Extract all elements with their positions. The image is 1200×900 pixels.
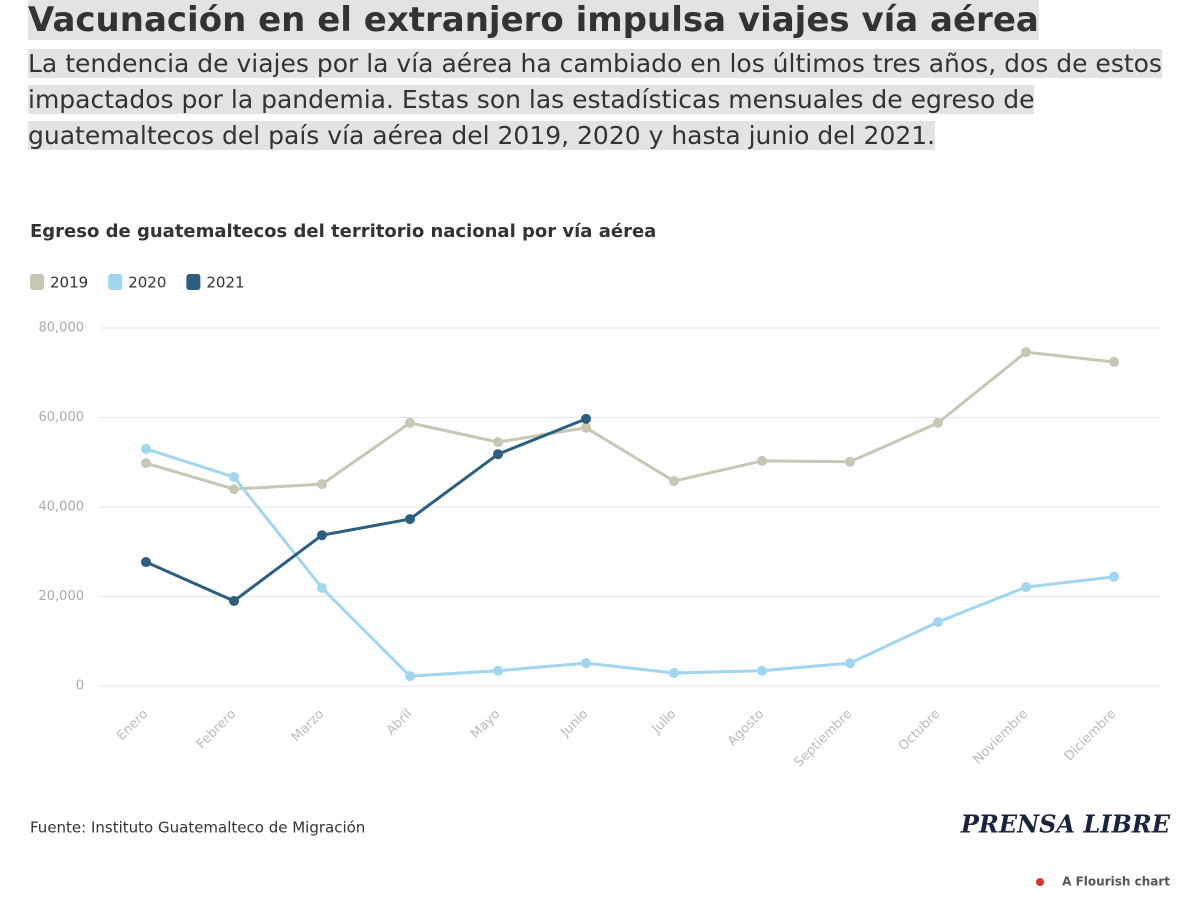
data-point xyxy=(229,484,239,495)
data-point xyxy=(1021,582,1031,593)
data-point xyxy=(757,455,767,466)
data-point xyxy=(405,514,415,525)
x-tick-label: Marzo xyxy=(289,707,327,745)
data-point xyxy=(493,665,503,676)
source: Fuente: Instituto Guatemalteco de Migrac… xyxy=(30,819,365,837)
data-point xyxy=(141,443,151,454)
data-point xyxy=(581,658,591,669)
x-tick-label: Junio xyxy=(557,707,591,741)
data-point xyxy=(845,456,855,467)
data-point xyxy=(1021,347,1031,358)
x-tick-label: Julio xyxy=(649,707,680,738)
x-tick-label: Diciembre xyxy=(1062,707,1120,765)
data-point xyxy=(229,472,239,483)
data-point xyxy=(1109,571,1119,582)
x-tick-label: Agosto xyxy=(725,707,767,749)
data-point xyxy=(669,668,679,679)
series-line xyxy=(145,350,1115,491)
x-tick-label: Enero xyxy=(114,707,151,744)
data-point xyxy=(669,476,679,487)
data-point xyxy=(405,671,415,682)
title-text: Vacunación en el extranjero impulsa viaj… xyxy=(28,0,1039,40)
logo: PRENSA LIBRE xyxy=(960,810,1171,839)
data-point xyxy=(493,449,503,460)
x-tick-label: Febrero xyxy=(194,707,239,752)
series-line xyxy=(145,417,587,603)
legend-label: 2020 xyxy=(128,274,166,292)
data-point xyxy=(933,617,943,628)
legend-swatch xyxy=(108,274,123,290)
x-tick-label: Septiembre xyxy=(792,707,856,771)
data-point xyxy=(229,595,239,606)
x-tick-label: Noviembre xyxy=(971,707,1032,768)
data-point xyxy=(405,417,415,428)
credit: A Flourish chart xyxy=(1062,875,1170,889)
series-line xyxy=(145,447,1115,678)
data-point xyxy=(757,665,767,676)
data-point xyxy=(141,557,151,568)
data-point xyxy=(1109,357,1119,368)
chart-title: Egreso de guatemaltecos del territorio n… xyxy=(30,221,656,242)
y-tick-label: 40,000 xyxy=(39,500,85,515)
credit-dot xyxy=(1036,878,1044,886)
data-point xyxy=(141,458,151,469)
data-point xyxy=(581,422,591,433)
y-tick-label: 60,000 xyxy=(39,410,85,425)
subtitle: La tendencia de viajes por la vía aérea … xyxy=(28,46,1168,154)
y-tick-label: 20,000 xyxy=(39,589,85,604)
data-point xyxy=(317,582,327,593)
data-point xyxy=(493,437,503,448)
y-tick-label: 80,000 xyxy=(39,321,85,336)
legend-label: 2019 xyxy=(50,274,88,292)
data-point xyxy=(317,479,327,490)
legend-label: 2021 xyxy=(206,274,244,292)
subtitle-text: La tendencia de viajes por la vía aérea … xyxy=(28,49,1162,150)
legend-swatch xyxy=(186,274,201,290)
x-tick-label: Abril xyxy=(384,707,416,739)
x-tick-label: Octubre xyxy=(896,707,943,754)
data-point xyxy=(317,530,327,541)
x-tick-label: Mayo xyxy=(468,707,503,742)
data-point xyxy=(933,417,943,428)
title: Vacunación en el extranjero impulsa viaj… xyxy=(28,0,1039,40)
legend-swatch xyxy=(30,274,44,290)
data-point xyxy=(581,413,591,424)
data-point xyxy=(845,658,855,669)
y-tick-label: 0 xyxy=(76,679,84,694)
